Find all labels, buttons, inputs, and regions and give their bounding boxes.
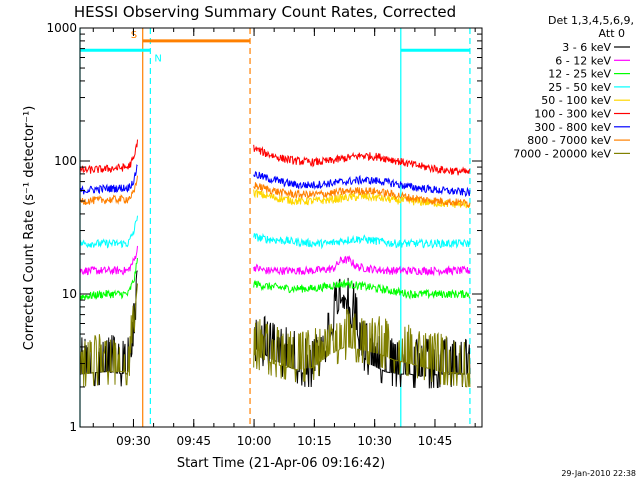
legend-label-6: 100 - 300 keV <box>534 108 611 121</box>
legend-header-line2: Att 0 <box>599 27 625 40</box>
x-tick-label-0: 09:30 <box>116 434 151 448</box>
legend-label-4: 25 - 50 keV <box>548 81 611 94</box>
series-line-4-seg-1 <box>79 215 138 249</box>
state-bar-label-N: N <box>154 53 161 64</box>
x-axis-label: Start Time (21-Apr-06 09:16:42) <box>177 456 385 471</box>
y-tick-label-0: 1 <box>69 420 77 434</box>
x-tick-label-2: 10:00 <box>237 434 272 448</box>
plot-frame <box>79 27 483 428</box>
series-line-3-seg-1 <box>79 258 138 301</box>
axes: 09:30 09:45 10:00 10:15 10:30 10:45 1 10 100 1000 <box>46 21 482 448</box>
series-line-6-seg-1 <box>79 139 138 174</box>
series-line-7-seg-2 <box>253 171 471 198</box>
legend-label-5: 50 - 100 keV <box>541 94 611 107</box>
series-line-3-seg-2 <box>253 278 471 300</box>
y-tick-label-3: 1000 <box>46 21 77 35</box>
series-line-7-seg-1 <box>79 164 138 195</box>
legend-label-7: 300 - 800 keV <box>534 121 611 134</box>
legend-label-9: 7000 - 20000 keV <box>513 147 611 160</box>
x-tick-label-4: 10:30 <box>357 434 392 448</box>
series-line-9-seg-2 <box>253 308 471 388</box>
legend-header-line1: Det 1,3,4,5,6,9, <box>548 14 634 27</box>
series-line-4-seg-2 <box>253 232 471 250</box>
series-line-8-seg-2 <box>253 182 471 208</box>
x-tick-label-3: 10:15 <box>297 434 332 448</box>
y-tick-label-1: 10 <box>62 287 77 301</box>
chart-title: HESSI Observing Summary Count Rates, Cor… <box>74 3 456 21</box>
series-line-9-seg-1 <box>79 283 138 387</box>
series-line-6-seg-2 <box>253 144 471 176</box>
x-tick-label-1: 09:45 <box>176 434 211 448</box>
y-axis-label: Corrected Count Rate (s⁻¹ detector⁻¹) <box>22 106 37 351</box>
legend-label-1: 3 - 6 keV <box>562 41 611 54</box>
legend-label-8: 800 - 7000 keV <box>527 134 611 147</box>
series-line-2-seg-1 <box>79 245 138 276</box>
footer-timestamp: 29-Jan-2010 22:38 <box>561 469 636 478</box>
legend-label-2: 6 - 12 keV <box>555 54 611 67</box>
series-line-8-seg-1 <box>79 175 138 206</box>
x-tick-label-5: 10:45 <box>418 434 453 448</box>
legend-label-3: 12 - 25 keV <box>548 68 611 81</box>
y-tick-label-2: 100 <box>54 154 77 168</box>
series-line-2-seg-2 <box>253 254 471 277</box>
